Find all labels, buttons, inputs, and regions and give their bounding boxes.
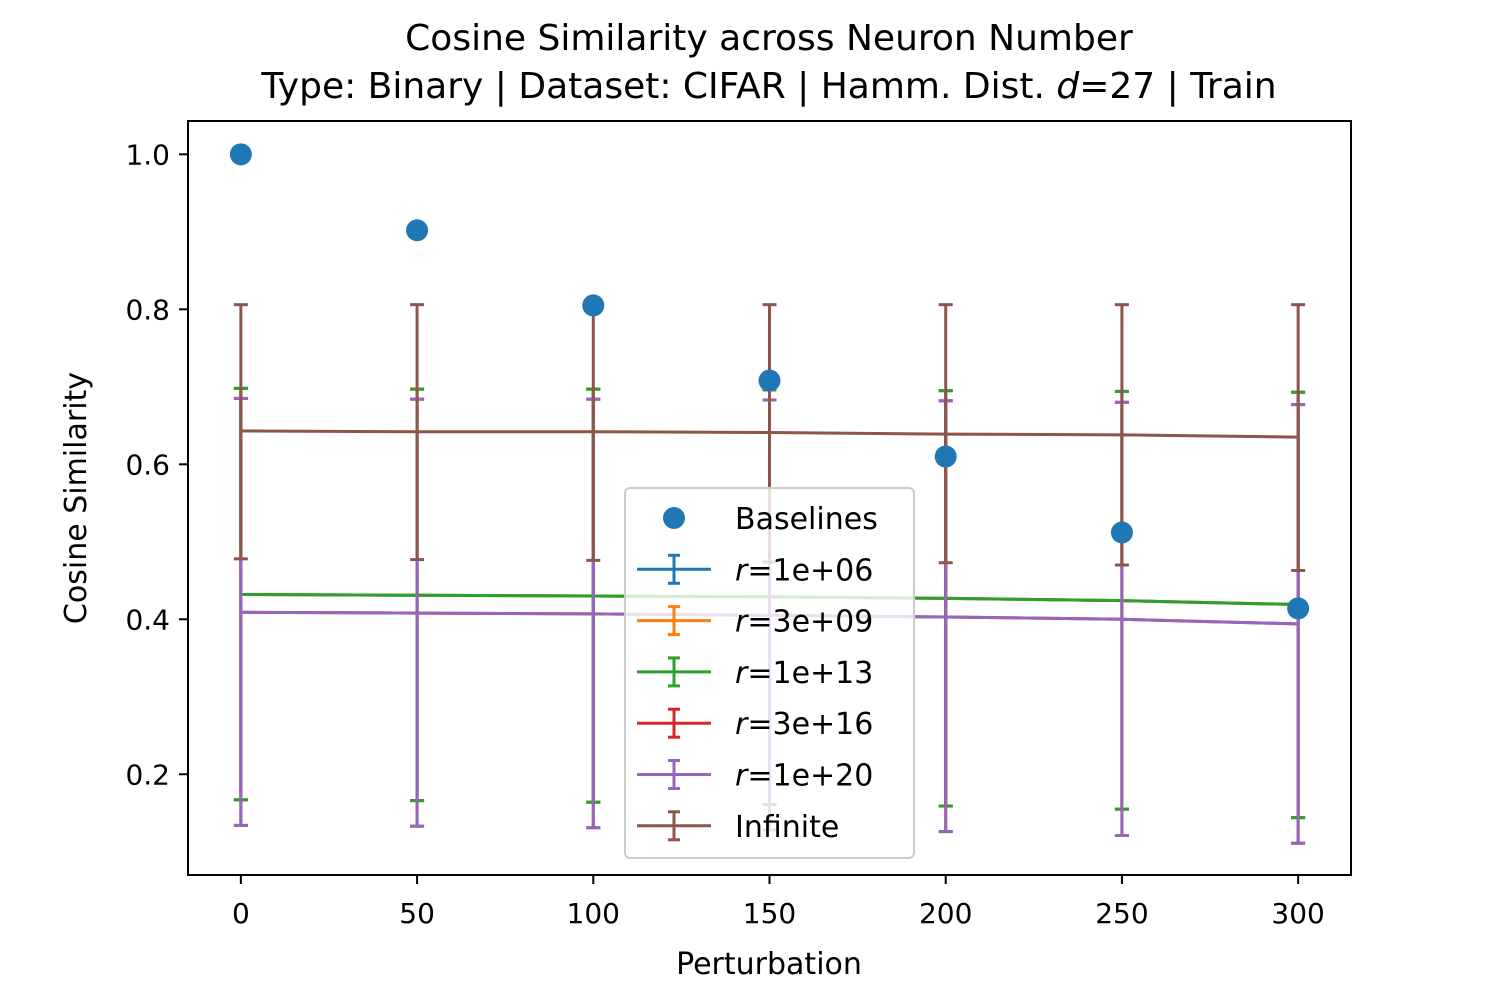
- x-tick-label: 50: [399, 897, 435, 930]
- baseline-point: [582, 294, 605, 317]
- legend-label: r=1e+06: [735, 553, 873, 588]
- y-tick-label: 1.0: [125, 138, 170, 171]
- axis-ticks: 0 50 100 150 200 250 300 0.2 0.4 0.6 0.8 1.0: [125, 138, 1324, 930]
- legend-label: Infinite: [735, 810, 839, 845]
- baseline-point: [229, 143, 252, 166]
- x-tick-label: 0: [232, 897, 250, 930]
- series-line: [240, 429, 1299, 439]
- chart-title: Cosine Similarity across Neuron Number: [405, 18, 1133, 59]
- x-tick-label: 200: [919, 897, 972, 930]
- legend-marker-baselines: [663, 507, 685, 529]
- legend-label: r=3e+09: [735, 605, 873, 640]
- legend-box: [624, 487, 915, 859]
- y-tick-label: 0.2: [125, 758, 170, 791]
- baseline-point: [1110, 521, 1133, 544]
- y-tick-label: 0.4: [125, 603, 170, 636]
- legend-label-baselines: Baselines: [735, 502, 878, 537]
- baseline-point: [934, 445, 957, 468]
- x-tick-label: 250: [1095, 897, 1148, 930]
- legend-label: r=1e+20: [735, 759, 873, 794]
- x-tick-label: 100: [567, 897, 620, 930]
- series-baselines: [229, 143, 1310, 620]
- baseline-point: [758, 369, 781, 392]
- baseline-point: [1287, 597, 1310, 620]
- x-tick-label: 150: [743, 897, 796, 930]
- chart-subtitle: Type: Binary | Dataset: CIFAR | Hamm. Di…: [260, 66, 1276, 107]
- legend-label: r=3e+16: [735, 707, 873, 742]
- x-axis-label: Perturbation: [676, 947, 862, 982]
- legend: Baselines r=1e+06 r=3e+09 r=1e+13 r=3e+16 r=1…: [624, 487, 915, 859]
- y-tick-label: 0.8: [125, 293, 170, 326]
- legend-label: r=1e+13: [735, 656, 873, 691]
- x-tick-label: 300: [1271, 897, 1324, 930]
- y-axis-label: Cosine Similarity: [59, 372, 94, 624]
- y-tick-label: 0.6: [125, 448, 170, 481]
- baseline-point: [406, 219, 429, 242]
